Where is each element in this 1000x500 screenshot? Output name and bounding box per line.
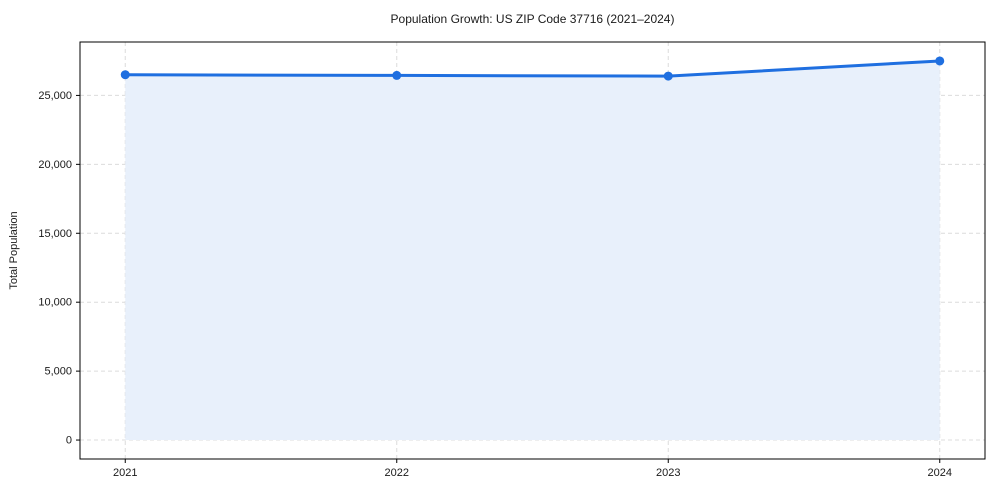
y-tick-label: 0 (66, 435, 72, 447)
data-point (935, 56, 945, 66)
data-point (392, 70, 402, 80)
data-point (663, 71, 673, 81)
x-tick-label: 2023 (656, 467, 680, 479)
data-point (120, 70, 130, 80)
y-tick-label: 5,000 (44, 366, 72, 378)
y-tick-label: 15,000 (38, 228, 72, 240)
y-axis-label: Total Population (8, 211, 20, 289)
y-tick-label: 10,000 (38, 297, 72, 309)
plot-frame (79, 41, 986, 460)
area-fill (125, 60, 940, 441)
y-tick-label: 20,000 (38, 159, 72, 171)
x-tick-label: 2021 (113, 467, 137, 479)
x-tick-label: 2024 (928, 467, 952, 479)
population-line (123, 59, 942, 78)
y-tick-label: 25,000 (38, 90, 72, 102)
chart-title: Population Growth: US ZIP Code 37716 (20… (390, 12, 675, 26)
x-tick-label: 2022 (385, 467, 409, 479)
